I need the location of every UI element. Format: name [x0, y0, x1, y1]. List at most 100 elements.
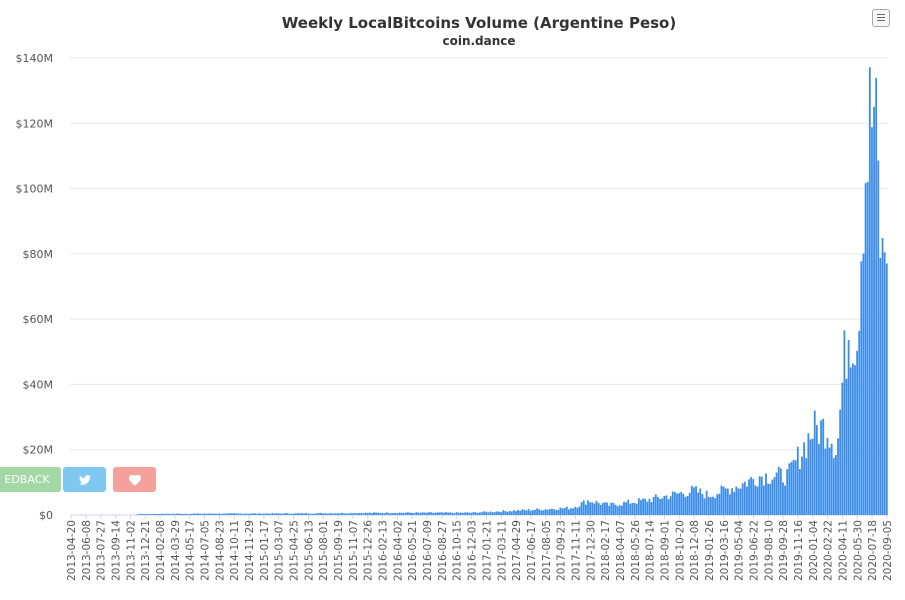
bar[interactable] — [139, 513, 142, 515]
bar[interactable] — [209, 513, 212, 515]
bar[interactable] — [337, 513, 339, 515]
bar[interactable] — [351, 513, 354, 515]
bar[interactable] — [150, 514, 153, 515]
bar[interactable] — [404, 512, 407, 515]
bar[interactable] — [682, 493, 685, 515]
bar[interactable] — [680, 491, 683, 515]
bar[interactable] — [633, 502, 636, 515]
bar[interactable] — [483, 511, 486, 515]
bar[interactable] — [580, 502, 583, 515]
bar[interactable] — [271, 513, 274, 515]
bar[interactable] — [557, 509, 560, 515]
bar[interactable] — [714, 498, 717, 515]
bar[interactable] — [652, 496, 655, 515]
bar[interactable] — [815, 425, 818, 515]
bar[interactable] — [459, 512, 462, 515]
bar[interactable] — [411, 512, 413, 515]
bar[interactable] — [627, 499, 630, 515]
bar[interactable] — [779, 468, 782, 516]
bar[interactable] — [561, 508, 564, 515]
feedback-button[interactable]: EDBACK — [0, 467, 61, 492]
bar[interactable] — [245, 513, 248, 515]
bar[interactable] — [741, 483, 744, 515]
bar[interactable] — [436, 512, 439, 515]
bar[interactable] — [792, 459, 795, 515]
bar[interactable] — [830, 443, 833, 515]
bar[interactable] — [777, 466, 780, 515]
bar[interactable] — [597, 502, 600, 515]
bar[interactable] — [402, 512, 405, 515]
bar[interactable] — [163, 514, 166, 515]
chart-menu-button[interactable] — [872, 9, 890, 27]
bar[interactable] — [718, 493, 721, 515]
bar[interactable] — [623, 501, 625, 515]
bar[interactable] — [231, 513, 233, 515]
bar[interactable] — [720, 485, 723, 515]
bar[interactable] — [224, 513, 227, 515]
bar[interactable] — [292, 513, 295, 515]
bar[interactable] — [199, 513, 202, 515]
bar[interactable] — [466, 512, 469, 515]
bar[interactable] — [811, 438, 814, 515]
bar[interactable] — [366, 512, 369, 515]
bar[interactable] — [156, 513, 159, 515]
bar[interactable] — [313, 513, 316, 515]
bar[interactable] — [612, 502, 615, 515]
bar[interactable] — [801, 456, 803, 515]
bar[interactable] — [445, 512, 447, 515]
bar[interactable] — [644, 498, 647, 515]
bar[interactable] — [279, 513, 282, 515]
bar[interactable] — [228, 513, 231, 515]
bar[interactable] — [203, 513, 206, 515]
bar[interactable] — [294, 513, 297, 515]
bar[interactable] — [195, 513, 197, 515]
bar[interactable] — [345, 513, 348, 515]
bar[interactable] — [237, 513, 240, 515]
bar[interactable] — [457, 512, 460, 515]
bar[interactable] — [591, 502, 594, 515]
bar[interactable] — [544, 509, 547, 515]
bar[interactable] — [148, 514, 151, 515]
bar[interactable] — [273, 513, 276, 515]
bar[interactable] — [673, 491, 676, 515]
bar[interactable] — [515, 511, 517, 515]
bar[interactable] — [599, 504, 602, 515]
bar[interactable] — [248, 513, 250, 515]
bar[interactable] — [620, 505, 623, 515]
bar[interactable] — [527, 509, 530, 515]
bar[interactable] — [854, 365, 856, 515]
bar[interactable] — [455, 512, 458, 515]
bar[interactable] — [495, 511, 498, 515]
bar[interactable] — [353, 513, 356, 515]
bar[interactable] — [667, 499, 670, 515]
bar[interactable] — [320, 512, 322, 515]
bar[interactable] — [498, 511, 500, 515]
bar[interactable] — [610, 502, 613, 515]
bar[interactable] — [737, 488, 740, 515]
bar[interactable] — [267, 513, 269, 515]
bar[interactable] — [856, 350, 859, 515]
bar[interactable] — [625, 502, 628, 515]
bar[interactable] — [398, 512, 401, 515]
bar[interactable] — [438, 512, 441, 515]
bar[interactable] — [485, 511, 488, 515]
bar[interactable] — [241, 513, 244, 515]
bar[interactable] — [428, 512, 430, 515]
bar[interactable] — [243, 513, 246, 515]
bar[interactable] — [729, 494, 731, 515]
bar[interactable] — [767, 483, 770, 515]
bar[interactable] — [426, 512, 428, 515]
bar[interactable] — [635, 503, 638, 515]
bar[interactable] — [216, 513, 219, 515]
bar[interactable] — [409, 512, 411, 515]
bar[interactable] — [684, 496, 687, 515]
bar[interactable] — [758, 476, 761, 515]
bar[interactable] — [578, 506, 581, 515]
bar[interactable] — [385, 512, 388, 515]
bar[interactable] — [521, 509, 524, 515]
bar[interactable] — [693, 487, 695, 515]
bar[interactable] — [750, 477, 753, 515]
bar[interactable] — [614, 504, 617, 515]
bar[interactable] — [508, 511, 511, 515]
bar[interactable] — [300, 513, 303, 515]
